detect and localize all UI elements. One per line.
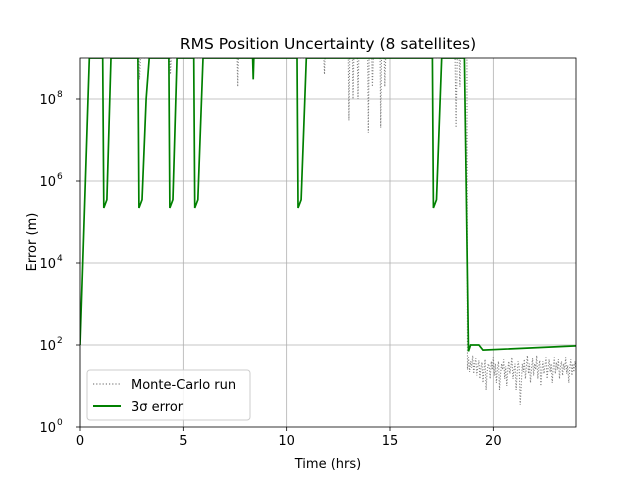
legend-box (86, 369, 251, 421)
x-tick-label: 5 (179, 434, 187, 449)
y-tick-label: 10 (39, 257, 56, 272)
series-line-3sigma (80, 58, 576, 352)
y-tick-exponent: 6 (57, 172, 63, 182)
y-axis-label: Error (m) (25, 213, 40, 272)
series-layer (80, 58, 576, 405)
y-tick-exponent: 4 (57, 254, 63, 264)
plot-frame (79, 57, 577, 428)
y-tick-exponent: 2 (57, 336, 63, 346)
y-tick-label: 10 (39, 421, 56, 436)
x-tick-label: 15 (382, 434, 399, 449)
legend: Monte-Carlo run 3σ error (86, 369, 251, 421)
y-tick-exponent: 8 (57, 90, 63, 100)
y-tick-label: 10 (39, 175, 56, 190)
legend-label-monte-carlo: Monte-Carlo run (131, 378, 236, 393)
x-tick-label: 10 (278, 434, 295, 449)
x-tick-label: 20 (485, 434, 502, 449)
x-axis-ticks: 0 5 10 15 20 (76, 427, 502, 449)
chart-title: RMS Position Uncertainty (8 satellites) (180, 35, 476, 53)
grid (79, 58, 576, 427)
x-axis-label: Time (hrs) (294, 457, 361, 472)
x-tick-label: 0 (76, 434, 84, 449)
y-tick-label: 10 (39, 93, 56, 108)
legend-label-3sigma: 3σ error (131, 400, 184, 415)
series-line-monte-carlo (138, 58, 576, 405)
y-tick-exponent: 0 (57, 418, 63, 428)
y-tick-label: 10 (39, 339, 56, 354)
